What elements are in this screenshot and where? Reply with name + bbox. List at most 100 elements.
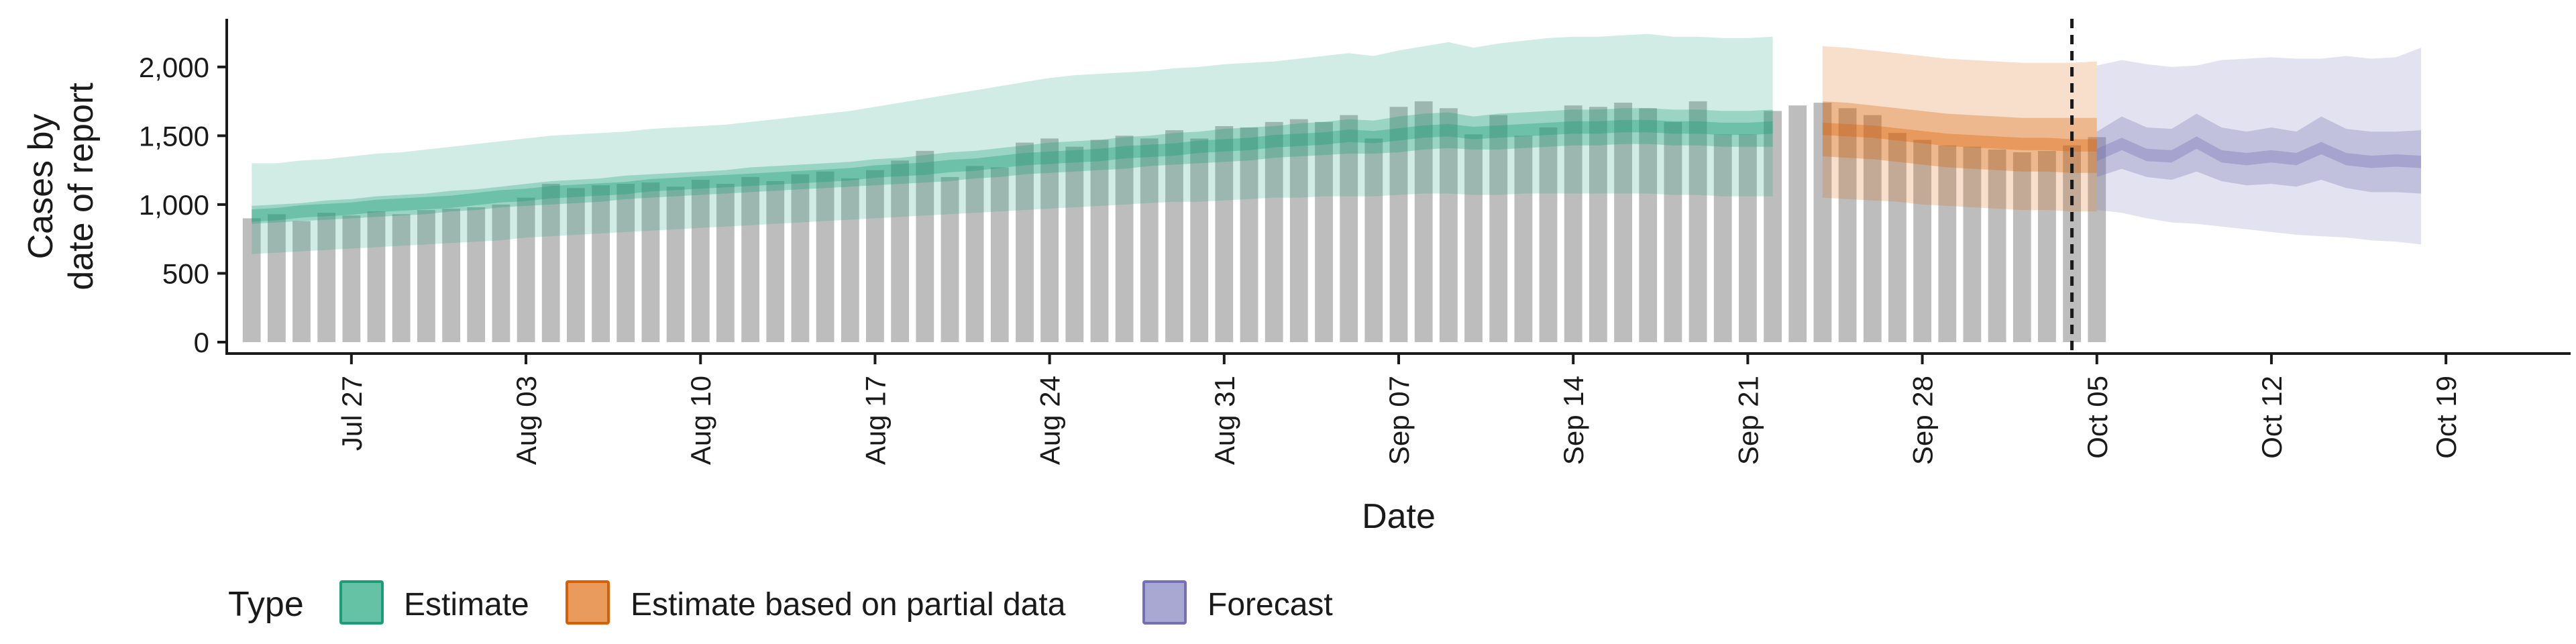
x-tick-label: Sep 28 <box>1907 376 1939 465</box>
reported-cases-bar <box>467 207 486 342</box>
reported-cases-bar <box>392 214 411 342</box>
y-ticks: 0 500 1,000 1,500 2,000 <box>139 52 227 358</box>
reported-cases-bar <box>1514 136 1533 343</box>
legend-key-forecast <box>1142 580 1187 625</box>
reported-cases-bar <box>1489 115 1508 342</box>
reported-cases-bar <box>691 180 710 342</box>
legend-key-estimate <box>339 580 384 625</box>
reported-cases-bar <box>641 182 660 342</box>
partial-ribbon-median <box>1822 122 2097 152</box>
reported-cases-bars <box>242 101 2106 343</box>
reported-cases-bar <box>1838 108 1857 343</box>
reported-cases-bar <box>766 181 785 342</box>
forecast-ribbon-50 <box>2096 113 2421 194</box>
reported-cases-bar <box>492 204 511 342</box>
reported-cases-bar <box>517 197 535 342</box>
reported-cases-bar <box>442 209 460 342</box>
partial-ribbon-50 <box>1822 101 2097 173</box>
reported-cases-bar <box>1564 105 1582 342</box>
reported-cases-bar <box>1265 121 1283 343</box>
estimate-ribbon-90 <box>252 34 1773 254</box>
reported-cases-bar <box>990 167 1009 342</box>
reported-cases-bar <box>1764 111 1782 342</box>
x-tick-label: Sep 07 <box>1383 376 1415 465</box>
reported-cases-bar <box>1440 108 1458 343</box>
reported-cases-bar <box>841 178 859 342</box>
reported-cases-bar <box>941 176 959 342</box>
reported-cases-bar <box>891 160 909 343</box>
y-tick-label: 500 <box>162 258 209 289</box>
reported-cases-bar <box>1788 105 1807 342</box>
reported-cases-bar <box>2012 152 2031 342</box>
reported-cases-bar <box>1165 130 1183 342</box>
reported-cases-bar <box>1040 138 1059 342</box>
reported-cases-bar <box>1614 103 1632 342</box>
reported-cases-bar <box>866 170 884 342</box>
y-tick-label: 1,500 <box>139 120 209 152</box>
y-tick-label: 2,000 <box>139 52 209 83</box>
y-tick-label: 1,000 <box>139 189 209 221</box>
forecast-ribbon-90 <box>2096 48 2421 245</box>
reported-cases-bar <box>1464 134 1483 343</box>
y-axis-title: Cases by date of report <box>21 83 101 290</box>
reported-cases-bar <box>916 150 934 342</box>
reported-cases-bar <box>1090 140 1109 342</box>
reported-cases-bar <box>1813 103 1832 342</box>
reported-cases-bar <box>1938 145 1957 342</box>
reported-cases-bar <box>1389 107 1408 343</box>
reported-cases-bar <box>965 166 984 342</box>
y-axis: 0 500 1,000 1,500 2,000 <box>139 19 228 358</box>
legend-label-partial: Estimate based on partial data <box>631 587 1066 623</box>
reported-cases-bar <box>1589 107 1607 343</box>
x-tick-label: Aug 31 <box>1209 376 1240 465</box>
partial-ribbon-90 <box>1822 46 2097 212</box>
x-tick-label: Sep 14 <box>1558 376 1589 465</box>
reported-cases-bar <box>741 176 759 342</box>
reported-cases-bar <box>417 210 435 342</box>
x-tick-label: Aug 03 <box>511 376 542 465</box>
reported-cases-bar <box>1364 138 1383 342</box>
y-axis-title-line-1: Cases by <box>21 114 60 260</box>
y-tick-label: 0 <box>194 327 209 358</box>
x-tick-label: Oct 19 <box>2430 376 2462 459</box>
legend-title: Type <box>228 585 304 624</box>
reported-cases-bar <box>1340 115 1358 342</box>
reported-cases-bar <box>1688 101 1707 342</box>
x-tick-label: Jul 27 <box>336 376 368 451</box>
legend-label-forecast: Forecast <box>1208 587 1333 623</box>
legend-label-estimate: Estimate <box>404 587 529 623</box>
reported-cases-bar <box>1888 133 1907 342</box>
reported-cases-bar <box>317 213 336 342</box>
reported-cases-bar <box>1639 108 1658 343</box>
reported-cases-bar <box>592 185 610 342</box>
reported-cases-bar <box>2088 137 2106 342</box>
reported-cases-bar <box>1115 136 1134 343</box>
estimate-ribbon-50 <box>252 108 1773 224</box>
reported-cases-bar <box>541 184 560 342</box>
x-tick-label: Oct 05 <box>2082 376 2113 459</box>
estimate-ribbon-median <box>252 119 1773 222</box>
reported-cases-bar <box>616 184 635 342</box>
estimate-ribbons <box>252 34 2421 254</box>
x-tick-label: Aug 10 <box>685 376 716 465</box>
reported-cases-bar <box>1215 126 1234 342</box>
reported-cases-bar <box>1963 146 1982 342</box>
reported-cases-bar <box>791 174 810 342</box>
x-tick-label: Sep 21 <box>1732 376 1764 465</box>
reported-cases-bar <box>1539 127 1558 342</box>
reported-cases-bar <box>1414 101 1433 342</box>
reported-cases-bar <box>816 171 835 342</box>
reported-cases-bar <box>1913 140 1931 342</box>
reported-cases-bar <box>1240 127 1258 342</box>
legend-key-partial <box>566 580 610 625</box>
reported-cases-bar <box>1315 121 1333 343</box>
reported-cases-bar <box>1190 138 1209 342</box>
reported-cases-bar <box>1739 134 1757 343</box>
forecast-ribbon-median <box>2096 136 2421 168</box>
reported-cases-bar <box>1664 121 1682 343</box>
x-ticks: Jul 27 Aug 03 Aug 10 Aug 17 Aug 24 Aug 31 Sep … <box>336 354 2462 465</box>
reported-cases-bar <box>1065 146 1084 342</box>
reported-cases-bar <box>242 218 261 342</box>
plot-area <box>242 19 2421 354</box>
